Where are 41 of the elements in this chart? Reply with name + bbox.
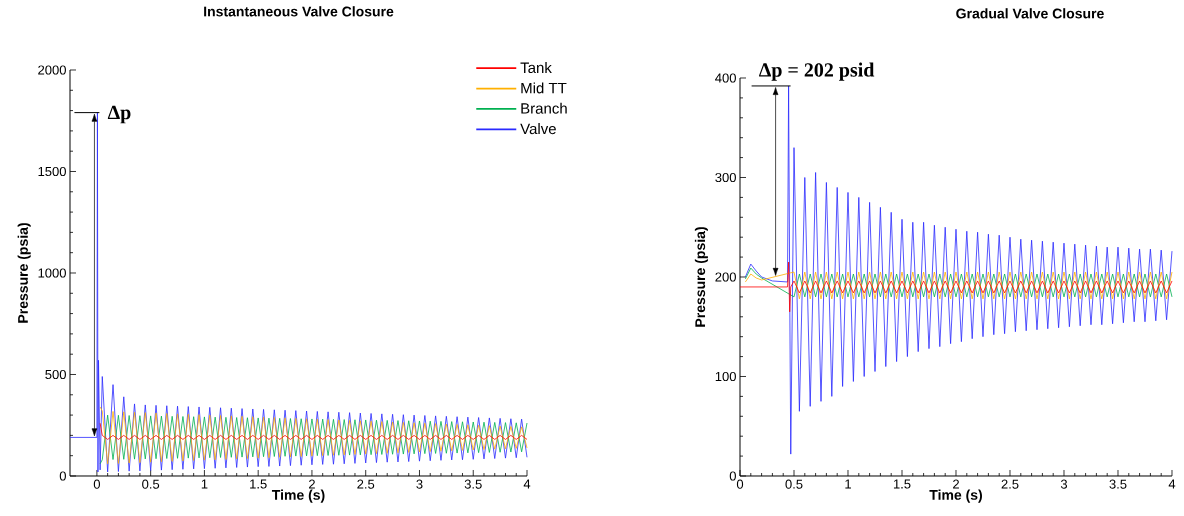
y-tick-label: 100 (715, 371, 736, 382)
x-tick-label: 1 (201, 479, 208, 489)
x-tick-label: 1.5 (893, 479, 911, 489)
x-tick-label: 4 (1168, 479, 1176, 489)
chart-title: Instantaneous Valve Closure (204, 6, 394, 17)
x-tick-label: 2.5 (357, 479, 375, 489)
legend-label: Valve (520, 123, 556, 135)
x-tick-label: 0 (93, 479, 101, 489)
x-axis-title: Time (s) (929, 489, 982, 503)
x-tick-label: 1.5 (250, 479, 267, 489)
y-tick-label: 0 (729, 471, 736, 481)
y-tick-label: 400 (715, 73, 736, 83)
y-axis-title: Pressure (psia) (17, 223, 31, 323)
x-tick-label: 0.5 (142, 479, 160, 489)
y-axis-title: Pressure (psia) (694, 227, 708, 327)
x-axis-title: Time (s) (271, 489, 325, 503)
x-tick-label: 2 (308, 479, 315, 489)
x-tick-label: 3 (1060, 479, 1068, 489)
chart-title: Gradual Valve Closure (956, 8, 1104, 19)
x-tick-label: 2 (953, 479, 959, 489)
y-tick-label: 500 (45, 369, 66, 380)
x-tick-label: 3 (416, 479, 423, 489)
y-tick-label: 1000 (38, 268, 66, 278)
x-tick-label: 3.5 (464, 479, 482, 489)
x-tick-label: 2.5 (1001, 479, 1019, 489)
x-tick-label: 4 (523, 479, 531, 489)
legend-label: Branch (521, 102, 567, 114)
x-tick-label: 1 (845, 479, 851, 489)
y-tick-label: 2000 (38, 65, 66, 75)
y-tick-label: 1500 (38, 166, 66, 177)
legend-label: Mid TT (521, 82, 567, 94)
x-tick-label: 0 (736, 479, 744, 489)
y-tick-label: 300 (715, 172, 736, 183)
annotation: Δp (107, 105, 131, 124)
line-series (745, 85, 1173, 455)
x-tick-label: 0.5 (785, 479, 803, 489)
legend-label: Tank (520, 62, 552, 74)
y-tick-label: 200 (715, 272, 736, 282)
x-tick-label: 3.5 (1109, 479, 1127, 489)
annotation: Δp = 202 psid (759, 62, 875, 81)
y-tick-label: 0 (59, 471, 66, 481)
